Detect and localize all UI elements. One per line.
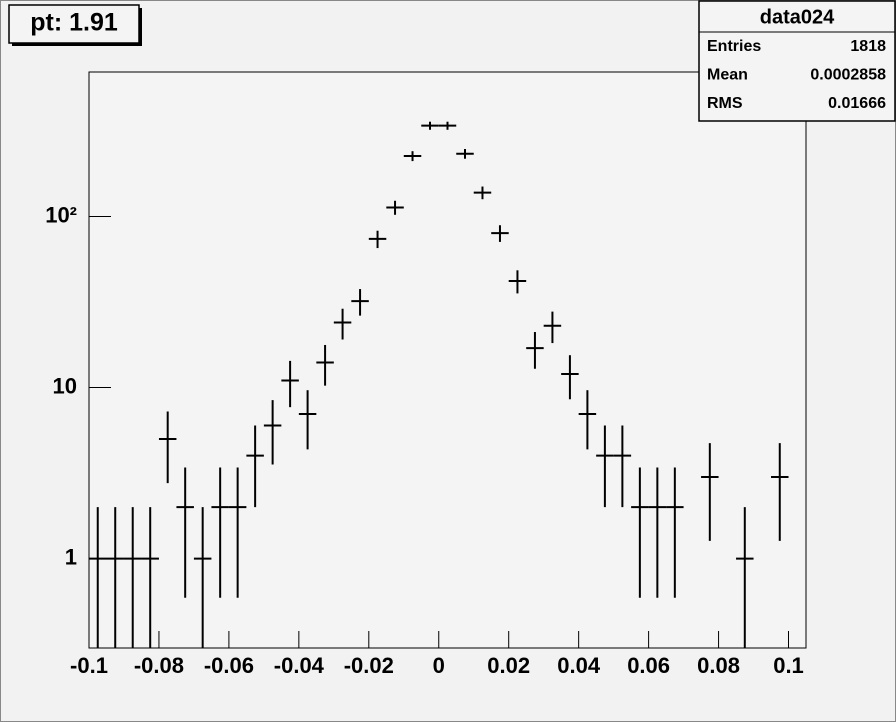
plot-area [89,121,789,648]
y-tick-label: 10 [53,373,77,398]
x-tick-label: -0.06 [204,653,254,678]
stats-value: 1818 [850,38,886,55]
x-tick-label: 0.02 [487,653,530,678]
x-tick-label: -0.04 [274,653,325,678]
x-tick-label: -0.08 [134,653,184,678]
chart-title: pt: 1.91 [30,9,118,37]
stats-value: 0.0002858 [810,67,886,84]
stats-box [698,0,896,122]
stats-label: Mean [707,67,748,84]
y-tick-label: 1 [65,544,77,569]
x-tick-label: -0.1 [70,653,108,678]
title-box [8,4,140,44]
stats-value: 0.01666 [828,95,886,112]
x-tick-label: 0 [433,653,445,678]
stats-label: Entries [707,38,761,55]
x-tick-label: 0.04 [557,653,601,678]
stats-title: data024 [760,6,835,28]
x-tick-label: 0.06 [627,653,670,678]
x-tick-label: 0.08 [697,653,740,678]
x-tick-label: -0.02 [344,653,394,678]
frame [88,71,807,649]
x-tick-label: 0.1 [773,653,804,678]
stats-label: RMS [707,95,743,112]
y-tick-label: 10² [45,202,77,227]
